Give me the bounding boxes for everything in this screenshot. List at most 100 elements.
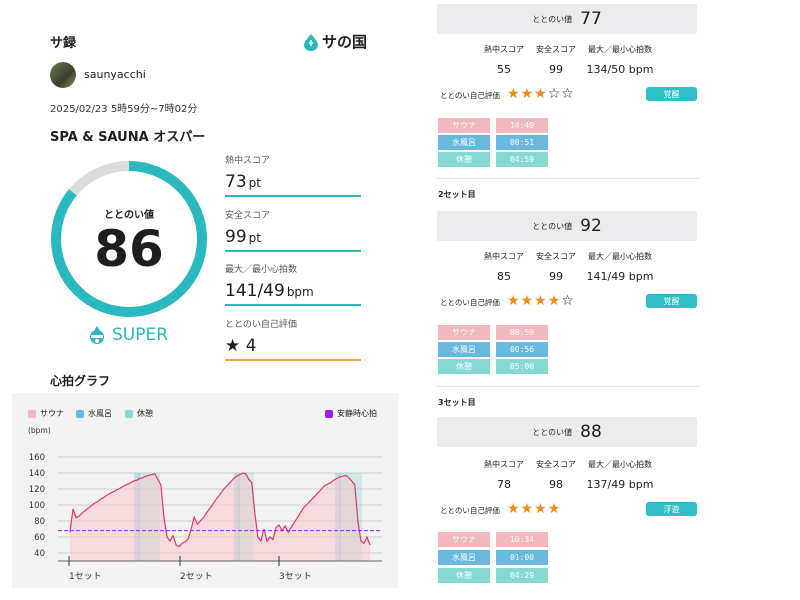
score-value: 73 pt [225, 172, 261, 192]
star-filled-icon: ★ [507, 86, 520, 102]
divider [437, 386, 699, 387]
legend-swatch [76, 409, 84, 418]
star-empty-icon: ☆ [561, 293, 574, 309]
app-title: サ録 [50, 36, 77, 51]
star-filled-icon: ★ [507, 501, 520, 517]
set1-rest-tag: 休憩 [438, 152, 490, 167]
gauge-value: 86 [94, 220, 164, 278]
set2-heart-rate: 最大／最小心拍数 141/49 bpm [586, 252, 654, 283]
set2-rating-stars: ★ ★ ★ ★ ☆ [507, 294, 574, 308]
x-tick-label: 1セット [69, 571, 102, 582]
set2-heading: 2セット目 [438, 190, 476, 199]
graph-title: 心拍グラフ [50, 374, 111, 388]
visit-datetime: 2025/02/23 5時59分~7時02分 [50, 104, 198, 115]
star-filled-icon: ★ [534, 293, 547, 309]
drop-logo-icon [304, 33, 318, 51]
totonoi-label: ととのい値 [532, 427, 573, 437]
set1-heart-rate: 最大／最小心拍数 134/50 bpm [586, 45, 654, 76]
score-value: 99 pt [225, 227, 261, 247]
set3-rest-time: 04:29 [496, 568, 548, 583]
set3-rest-tag: 休憩 [438, 568, 490, 583]
y-tick-label: 120 [29, 485, 45, 495]
set2-rating-label: ととのい自己評価 [440, 298, 500, 307]
legend-swatch [325, 409, 333, 418]
gauge-progress [51, 161, 207, 317]
set3-totonoi-box: ととのい値 88 [437, 417, 697, 447]
set1-sauna-tag: サウナ [438, 118, 490, 133]
totonoi-gauge [51, 161, 207, 317]
legend-sauna: サウナ [28, 408, 64, 419]
x-tick-label: 2セット [180, 571, 213, 582]
logo: サの国 [303, 31, 367, 52]
totonoi-value: 92 [580, 216, 602, 236]
set2-sauna-time: 08:59 [496, 325, 548, 340]
set2-state-badge: 覚醒 [646, 294, 697, 308]
hr-chart-svg: (bpm) 160 140 120 100 80 60 40 1セット 2セット 3セット [28, 426, 382, 582]
set3-water-tag: 水風呂 [438, 550, 490, 565]
gauge-label: ととのい値 [104, 210, 154, 221]
set3-sauna-time: 10:34 [496, 532, 548, 547]
set1-state-badge: 覚醒 [646, 87, 697, 101]
legend-water: 水風呂 [76, 408, 112, 419]
score-label: ととのい自己評価 [225, 320, 297, 330]
set3-state-badge: 浮遊 [646, 502, 697, 516]
score-underline [225, 250, 361, 252]
totonoi-value: 77 [580, 9, 602, 29]
star-filled-icon: ★ [520, 86, 534, 102]
set1-sauna-time: 14:49 [496, 118, 548, 133]
set3-rating-label: ととのい自己評価 [440, 506, 500, 515]
set2-water-tag: 水風呂 [438, 342, 490, 357]
star-filled-icon: ★ [534, 86, 547, 102]
legend-rest: 休憩 [125, 408, 153, 419]
facility-name[interactable]: SPA & SAUNA オスパー [50, 130, 206, 145]
score-heat: 熱中スコア 73 pt [225, 153, 361, 197]
y-tick-label: 60 [34, 533, 45, 543]
totonoi-label: ととのい値 [532, 14, 573, 24]
score-underline [225, 359, 361, 361]
set3-heading: 3セット目 [438, 398, 476, 407]
y-tick-label: 140 [29, 469, 45, 479]
score-label: 熱中スコア [225, 156, 271, 166]
star-empty-icon: ☆ [561, 86, 574, 102]
divider [437, 178, 699, 179]
set2-rest-tag: 休憩 [438, 359, 490, 374]
set3-safety-score: 安全スコア 98 [536, 460, 576, 491]
logo-text: サの国 [322, 33, 368, 51]
avatar[interactable] [50, 62, 76, 88]
set1-heat-score: 熱中スコア 55 [484, 45, 524, 76]
username[interactable]: saunyacchi [84, 68, 146, 81]
set2-sauna-tag: サウナ [438, 325, 490, 340]
set1-safety-score: 安全スコア 99 [536, 45, 576, 76]
rank: SUPER [88, 325, 168, 345]
set1-rating-stars: ★ ★ ★ ☆ ☆ [507, 87, 574, 101]
legend-swatch [28, 409, 36, 418]
star-filled-icon: ★ [507, 293, 520, 309]
score-self-rating: ととのい自己評価 ★ 4 [225, 317, 361, 361]
set2-totonoi-box: ととのい値 92 [437, 211, 697, 241]
rank-icon [90, 326, 104, 344]
score-heart-rate: 最大／最小心拍数 141/49 bpm [225, 262, 361, 306]
star-empty-icon: ☆ [547, 86, 561, 102]
y-tick-label: 100 [29, 501, 45, 511]
score-label: 最大／最小心拍数 [225, 265, 298, 275]
totonoi-value: 88 [580, 422, 602, 442]
star-filled-icon: ★ [534, 501, 547, 517]
set3-sauna-tag: サウナ [438, 532, 490, 547]
rank-label: SUPER [112, 325, 169, 345]
set3-heart-rate: 最大／最小心拍数 137/49 bpm [586, 460, 654, 491]
score-value: 141/49 bpm [225, 281, 314, 301]
star-filled-icon: ★ [520, 501, 534, 517]
y-axis-unit: (bpm) [28, 426, 51, 435]
hr-line [69, 472, 371, 548]
set1-totonoi-box: ととのい値 77 [437, 4, 697, 34]
score-underline [225, 304, 361, 306]
set1-rating-label: ととのい自己評価 [440, 91, 500, 100]
set2-heat-score: 熱中スコア 85 [484, 252, 524, 283]
legend-resting-hr: 安静時心拍 [325, 408, 377, 419]
set2-water-time: 00:56 [496, 342, 548, 357]
set1-rest-time: 04:59 [496, 152, 548, 167]
heart-rate-graph: サウナ 水風呂 休憩 安静時心拍 (bpm) 160 140 120 100 80 60 40… [12, 393, 398, 588]
hr-area [70, 473, 370, 561]
set1-water-time: 00:51 [496, 135, 548, 150]
score-safety: 安全スコア 99 pt [225, 208, 361, 252]
